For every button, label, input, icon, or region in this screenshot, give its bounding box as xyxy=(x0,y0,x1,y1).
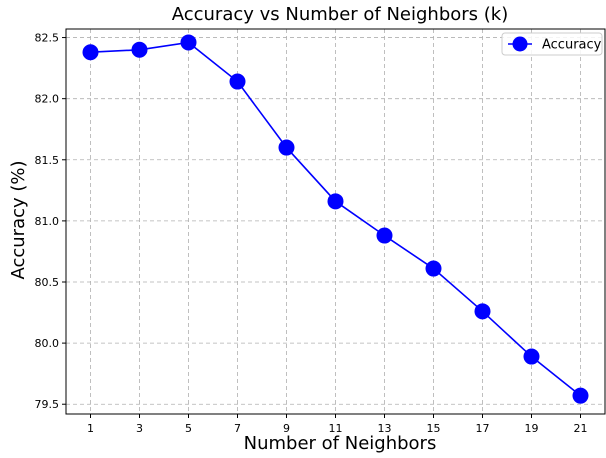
legend-label: Accuracy xyxy=(542,38,602,53)
y-tick-label: 80.5 xyxy=(35,276,60,289)
x-tick-label: 17 xyxy=(476,422,490,435)
y-axis-title: Accuracy (%) xyxy=(8,160,29,279)
x-tick-label: 11 xyxy=(329,422,343,435)
data-point xyxy=(376,227,393,244)
data-point xyxy=(82,44,99,61)
y-tick-label: 81.0 xyxy=(35,215,60,228)
legend-marker xyxy=(512,36,528,52)
y-tick-label: 82.0 xyxy=(35,93,60,106)
data-point xyxy=(523,348,540,365)
x-tick-label: 3 xyxy=(136,422,143,435)
x-tick-label: 19 xyxy=(525,422,539,435)
chart-title: Accuracy vs Number of Neighbors (k) xyxy=(172,4,509,25)
axis-ticks: 1 3 5 7 9 11 13 15 17 19 2179.580.080.581.081.582.… xyxy=(35,32,588,435)
y-tick-label: 82.5 xyxy=(35,32,60,45)
data-point xyxy=(229,73,246,90)
data-point xyxy=(131,41,148,58)
x-tick-label: 7 xyxy=(234,422,241,435)
x-tick-label: 5 xyxy=(185,422,192,435)
y-tick-label: 80.0 xyxy=(35,337,60,350)
grid xyxy=(66,29,605,414)
x-axis-title: Number of Neighbors xyxy=(244,433,437,454)
y-tick-label: 81.5 xyxy=(35,154,60,167)
data-point xyxy=(180,34,197,51)
data-point xyxy=(425,260,442,277)
x-tick-label: 9 xyxy=(283,422,290,435)
x-tick-label: 13 xyxy=(378,422,392,435)
series-layer xyxy=(82,34,589,404)
data-point xyxy=(278,139,295,156)
legend-box xyxy=(501,32,603,56)
plot-frame xyxy=(65,28,606,415)
legend: Accuracy xyxy=(501,32,603,56)
data-point xyxy=(572,387,589,404)
x-tick-label: 1 xyxy=(87,422,94,435)
y-tick-label: 79.5 xyxy=(35,398,60,411)
data-point xyxy=(327,193,344,210)
data-point xyxy=(474,303,491,320)
x-tick-label: 15 xyxy=(427,422,441,435)
x-tick-label: 21 xyxy=(574,422,588,435)
